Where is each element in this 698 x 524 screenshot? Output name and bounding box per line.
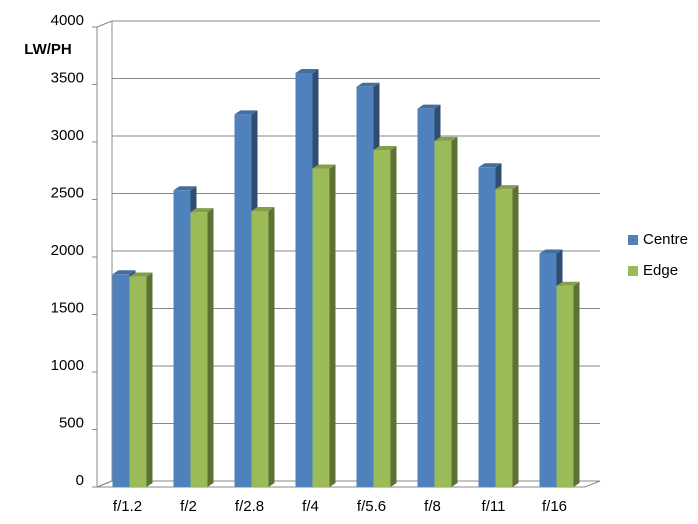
bar-side [329, 164, 336, 487]
legend-swatch [628, 266, 638, 276]
x-tick-label: f/5.6 [357, 498, 386, 515]
bar-front [478, 167, 496, 488]
legend-swatch [628, 235, 638, 245]
bar-top [417, 104, 441, 109]
legend-label: Edge [643, 262, 678, 279]
bar-front [539, 253, 557, 487]
bar-top [556, 281, 580, 286]
y-tick-label: 1500 [51, 299, 84, 316]
x-tick-label: f/4 [302, 498, 319, 515]
bar-front [312, 168, 330, 487]
bar-front [495, 189, 513, 487]
bar-side [573, 281, 580, 487]
bar-top [312, 164, 336, 169]
bar [251, 207, 275, 487]
legend-label: Centre [643, 231, 688, 248]
bar-top [234, 110, 258, 115]
x-tick-label: f/1.2 [113, 498, 142, 515]
y-axis-title: LW/PH [24, 41, 72, 58]
bar-top [478, 163, 502, 168]
y-tick-label: 2000 [51, 242, 84, 259]
bar [556, 281, 580, 487]
x-tick-label: f/8 [424, 498, 441, 515]
bar-front [295, 73, 313, 487]
y-tick-label: 2500 [51, 184, 84, 201]
bar-side [268, 207, 275, 487]
bar-top [295, 69, 319, 73]
bar-top [112, 270, 136, 275]
bar-top [495, 185, 519, 190]
bar-side [512, 185, 519, 487]
bar-top [539, 249, 563, 254]
bar-top [190, 208, 214, 213]
bar-side [390, 146, 397, 488]
bar-front [417, 108, 435, 488]
x-tick-label: f/2.8 [235, 498, 264, 515]
bar-top [373, 146, 397, 151]
bar-top [251, 207, 275, 211]
x-tick-label: f/11 [482, 498, 506, 515]
y-tick-label: 3500 [51, 69, 84, 86]
bar-front [434, 140, 452, 487]
bar-top [434, 136, 458, 141]
bar-side [146, 272, 153, 487]
x-tick-label: f/2 [180, 498, 197, 515]
bar-front [112, 274, 130, 487]
bar-front [556, 285, 574, 487]
bar-front [190, 212, 208, 487]
bar-side [207, 208, 214, 487]
bar-front [234, 114, 252, 488]
bar-front [356, 86, 374, 488]
bar [312, 164, 336, 487]
y-tick-label: 500 [59, 414, 84, 431]
bar-front [129, 276, 147, 487]
bar-top [356, 82, 380, 87]
y-tick-label: 1000 [51, 357, 84, 374]
back-wall [96, 20, 113, 488]
bar [190, 208, 214, 487]
y-tick-label: 0 [76, 472, 84, 489]
bar-front [373, 150, 391, 488]
bar [373, 146, 397, 488]
bar-top [173, 186, 197, 191]
bar [129, 272, 153, 487]
y-tick-label: 4000 [51, 12, 84, 29]
x-tick-label: f/16 [542, 498, 567, 515]
bar-side [451, 136, 458, 487]
bar [434, 136, 458, 487]
bar-front [173, 190, 191, 488]
bar-top [129, 272, 153, 277]
floor [96, 480, 601, 488]
bar [495, 185, 519, 487]
y-tick-label: 3000 [51, 127, 84, 144]
bar-front [251, 211, 269, 487]
